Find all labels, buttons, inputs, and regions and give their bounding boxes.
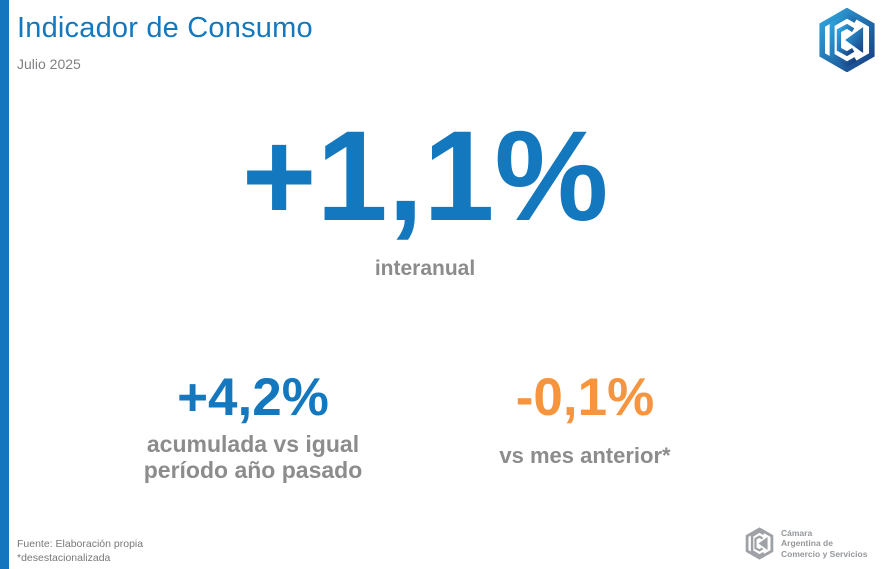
page-title: Indicador de Consumo <box>17 12 313 44</box>
stat-accumulated-label: acumulada vs igual período año pasado <box>144 431 363 483</box>
hero-label: interanual <box>374 256 476 280</box>
footer-org: Cámara Argentina de Comercio y Servicios <box>744 527 867 560</box>
org-name-line3: Comercio y Servicios <box>781 548 868 559</box>
hero-value: +1,1% <box>241 105 609 248</box>
stat-accumulated: +4,2% acumulada vs igual período año pas… <box>144 370 363 483</box>
footer-source: Fuente: Elaboración propia *desestaciona… <box>17 537 143 565</box>
footnote-text: *desestacionalizada <box>17 552 111 564</box>
header: Indicador de Consumo Julio 2025 <box>17 12 313 72</box>
left-accent-bar <box>0 0 9 569</box>
org-name-line1: Cámara <box>781 527 813 538</box>
stat-monthly-label-line1: vs mes anterior* <box>499 442 671 468</box>
page-subtitle: Julio 2025 <box>17 56 81 72</box>
stat-monthly-value: -0,1% <box>515 368 655 427</box>
stat-accumulated-value: +4,2% <box>177 368 329 427</box>
stat-monthly: -0,1% vs mes anterior* <box>499 370 670 468</box>
org-name: Cámara Argentina de Comercio y Servicios <box>781 528 867 560</box>
hero-indicator: +1,1% interanual <box>0 105 850 281</box>
source-text: Fuente: Elaboración propia <box>17 538 144 550</box>
cac-logo-gray-icon <box>744 527 775 560</box>
stat-accumulated-label-line1: acumulada vs igual <box>146 430 360 457</box>
org-name-line2: Argentina de <box>781 538 833 549</box>
stat-accumulated-label-line2: período año pasado <box>143 456 363 483</box>
stat-monthly-label: vs mes anterior* <box>499 443 670 468</box>
cac-logo-icon <box>816 7 878 73</box>
